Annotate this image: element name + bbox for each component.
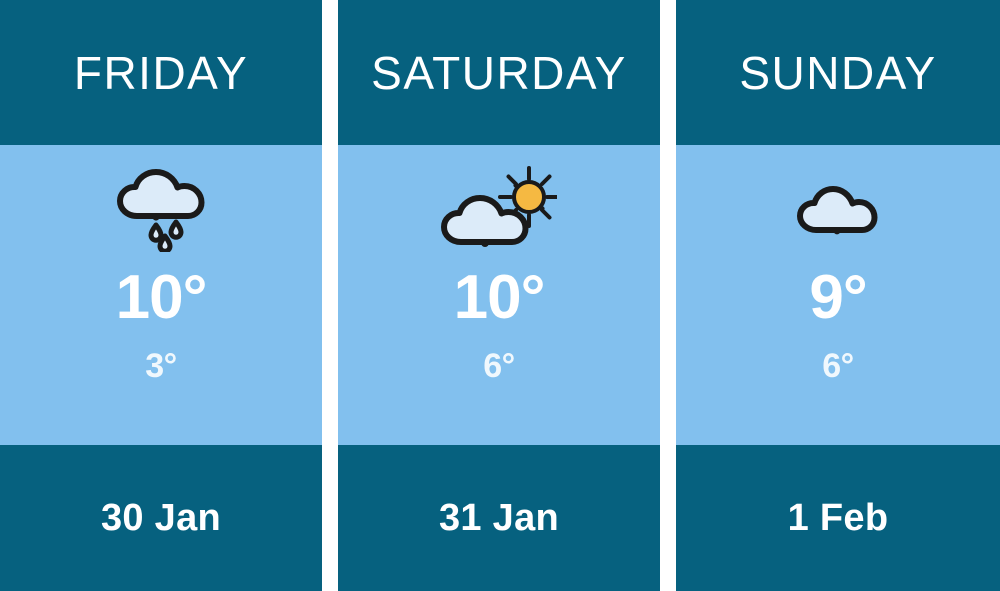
cloud-icon [796,185,880,235]
day-footer-saturday: 31 Jan [338,445,660,591]
day-footer-sunday: 1 Feb [676,445,1000,591]
day-name-label: FRIDAY [73,46,249,99]
temperature-high: 9° [809,263,867,332]
sun-behind-cloud-icon [441,166,557,254]
day-body-saturday: 10° 6° [338,145,660,445]
day-date-label: 30 Jan [100,497,222,539]
day-header-friday: FRIDAY [0,0,322,145]
day-date-label: 31 Jan [438,497,560,539]
day-column-sunday[interactable]: SUNDAY 9° 6° 1 Feb [676,0,1000,591]
day-column-friday[interactable]: FRIDAY 10° 3° 30 Jan [0,0,322,591]
temperature-high: 10° [115,263,208,332]
day-column-saturday[interactable]: SATURDAY [338,0,660,591]
weather-icon-slot [338,145,660,267]
temperature-low: 6° [483,347,515,385]
day-footer-friday: 30 Jan [0,445,322,591]
day-date-label: 1 Feb [787,497,889,539]
day-name-label: SUNDAY [739,46,937,99]
rain-cloud-icon [109,168,213,252]
day-header-saturday: SATURDAY [338,0,660,145]
temperature-low: 6° [822,347,854,385]
day-name-label: SATURDAY [371,46,627,99]
temperature-high: 10° [453,263,546,332]
day-header-sunday: SUNDAY [676,0,1000,145]
temperature-low: 3° [145,347,177,385]
weather-icon-slot [0,145,322,267]
weather-icon-slot [676,145,1000,267]
day-body-sunday: 9° 6° [676,145,1000,445]
day-body-friday: 10° 3° [0,145,322,445]
